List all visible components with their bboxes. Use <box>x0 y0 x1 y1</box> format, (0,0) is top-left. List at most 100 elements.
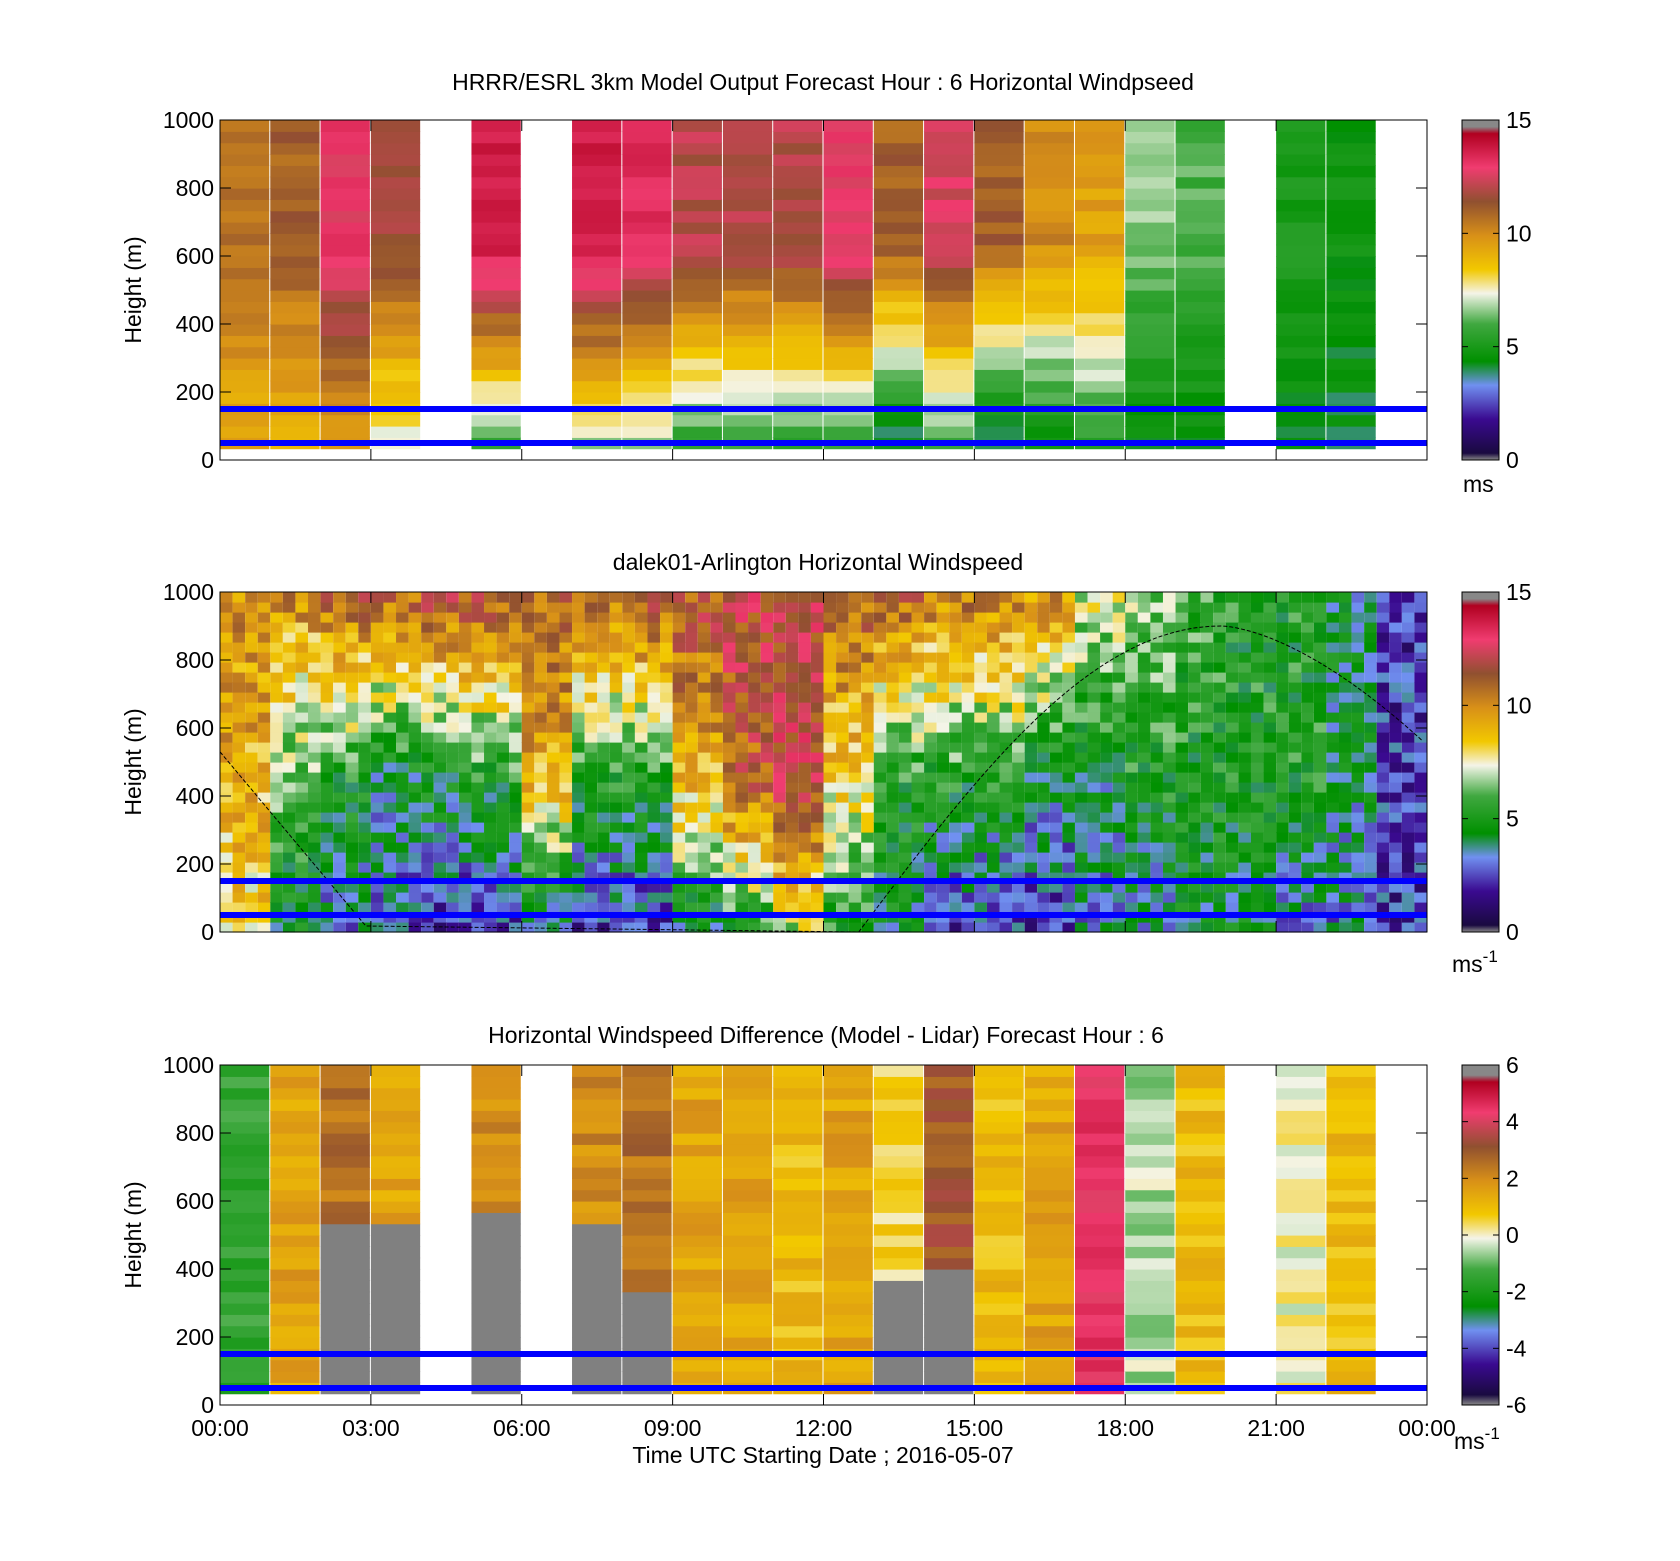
heatmap-cell <box>1125 1110 1175 1123</box>
heatmap-cell <box>660 652 673 663</box>
heatmap-cell <box>848 922 862 933</box>
heatmap-cell <box>1175 1257 1225 1270</box>
heatmap-cell <box>1288 682 1302 693</box>
heatmap-cell <box>396 772 409 783</box>
heatmap-cell <box>383 772 397 783</box>
heatmap-cell <box>974 1371 1024 1383</box>
heatmap-cell <box>1238 792 1251 803</box>
heatmap-cell <box>836 692 849 703</box>
heatmap-cell <box>773 1155 823 1168</box>
heatmap-cell <box>1175 592 1189 603</box>
heatmap-cell <box>484 802 497 813</box>
heatmap-cell <box>358 782 371 793</box>
heatmap-cell <box>408 612 422 623</box>
heatmap-cell <box>647 812 661 823</box>
heatmap-cell <box>1276 1087 1326 1100</box>
heatmap-cell <box>1389 772 1402 783</box>
heatmap-cell <box>873 1178 924 1191</box>
heatmap-cell <box>823 1246 873 1259</box>
heatmap-cell <box>848 862 862 873</box>
heatmap-cell <box>484 742 497 753</box>
heatmap-cell <box>1338 632 1352 643</box>
heatmap-cell <box>873 278 924 291</box>
heatmap-cell <box>270 222 320 234</box>
heatmap-cell <box>220 312 270 325</box>
heatmap-cell <box>1150 852 1163 863</box>
heatmap-cell <box>1200 902 1214 913</box>
heatmap-cell <box>1338 662 1352 673</box>
heatmap-cell <box>1188 792 1201 803</box>
heatmap-cell <box>1175 312 1225 325</box>
heatmap-cell <box>496 702 510 713</box>
heatmap-cell <box>333 852 346 863</box>
heatmap-cell <box>471 324 521 336</box>
heatmap-cell <box>974 414 1024 427</box>
heatmap-cell <box>936 592 950 603</box>
heatmap-cell <box>986 692 1000 703</box>
heatmap-cell <box>685 752 698 763</box>
heatmap-cell <box>1024 335 1074 348</box>
heatmap-cell <box>245 722 258 733</box>
heatmap-cell <box>848 682 862 693</box>
heatmap-cell <box>1326 812 1339 823</box>
heatmap-cell <box>446 802 459 813</box>
heatmap-cell <box>521 862 535 873</box>
heatmap-cell <box>1326 1201 1376 1213</box>
heatmap-cell <box>836 852 849 863</box>
heatmap-cell <box>785 862 799 873</box>
heatmap-cell <box>798 822 811 833</box>
heatmap-cell <box>622 1087 672 1100</box>
heatmap-cell <box>949 652 962 663</box>
heatmap-cell <box>1087 842 1101 853</box>
heatmap-cell <box>760 712 774 723</box>
heatmap-cell <box>836 682 849 693</box>
heatmap-cell <box>220 1167 270 1179</box>
heatmap-cell <box>861 802 874 813</box>
heatmap-cell <box>949 792 962 803</box>
heatmap-cell <box>471 612 485 623</box>
heatmap-cell <box>1200 712 1214 723</box>
heatmap-cell <box>1150 902 1163 913</box>
heatmap-cell <box>597 772 610 783</box>
heatmap-cell <box>898 642 912 653</box>
heatmap-cell <box>1049 762 1063 773</box>
heatmap-cell <box>1112 672 1126 683</box>
heatmap-cell <box>320 832 334 843</box>
heatmap-cell <box>1012 622 1025 633</box>
heatmap-cell <box>1100 762 1113 773</box>
heatmap-cell <box>1074 882 1088 893</box>
heatmap-cell <box>282 922 296 933</box>
heatmap-cell <box>383 652 397 663</box>
heatmap-cell <box>572 1099 622 1111</box>
heatmap-cell <box>572 592 585 603</box>
heatmap-cell <box>1288 792 1302 803</box>
heatmap-cell <box>810 682 824 693</box>
heatmap-cell <box>1087 762 1101 773</box>
heatmap-cell <box>861 892 874 903</box>
heatmap-cell <box>270 267 320 280</box>
heatmap-cell <box>1037 752 1050 763</box>
heatmap-cell <box>1125 1155 1175 1168</box>
heatmap-cell <box>861 642 874 653</box>
heatmap-cell <box>1389 702 1402 713</box>
heatmap-cell <box>848 822 862 833</box>
heatmap-cell <box>861 752 874 763</box>
heatmap-cell <box>320 792 334 803</box>
heatmap-cell <box>1074 862 1088 873</box>
heatmap-cell <box>1351 732 1365 743</box>
heatmap-cell <box>471 1291 521 1304</box>
heatmap-cell <box>823 290 873 302</box>
heatmap-cell <box>974 1280 1024 1293</box>
heatmap-cell <box>370 244 421 257</box>
heatmap-cell <box>873 188 924 200</box>
heatmap-cell <box>697 642 711 653</box>
heatmap-cell <box>1276 1065 1326 1077</box>
heatmap-cell <box>974 1359 1024 1372</box>
heatmap-cell <box>1313 782 1327 793</box>
heatmap-cell <box>320 267 370 280</box>
heatmap-cell <box>1024 892 1038 903</box>
heatmap-cell <box>521 602 535 613</box>
heatmap-cell <box>559 812 573 823</box>
heatmap-cell <box>1364 612 1377 623</box>
heatmap-cell <box>458 612 472 623</box>
